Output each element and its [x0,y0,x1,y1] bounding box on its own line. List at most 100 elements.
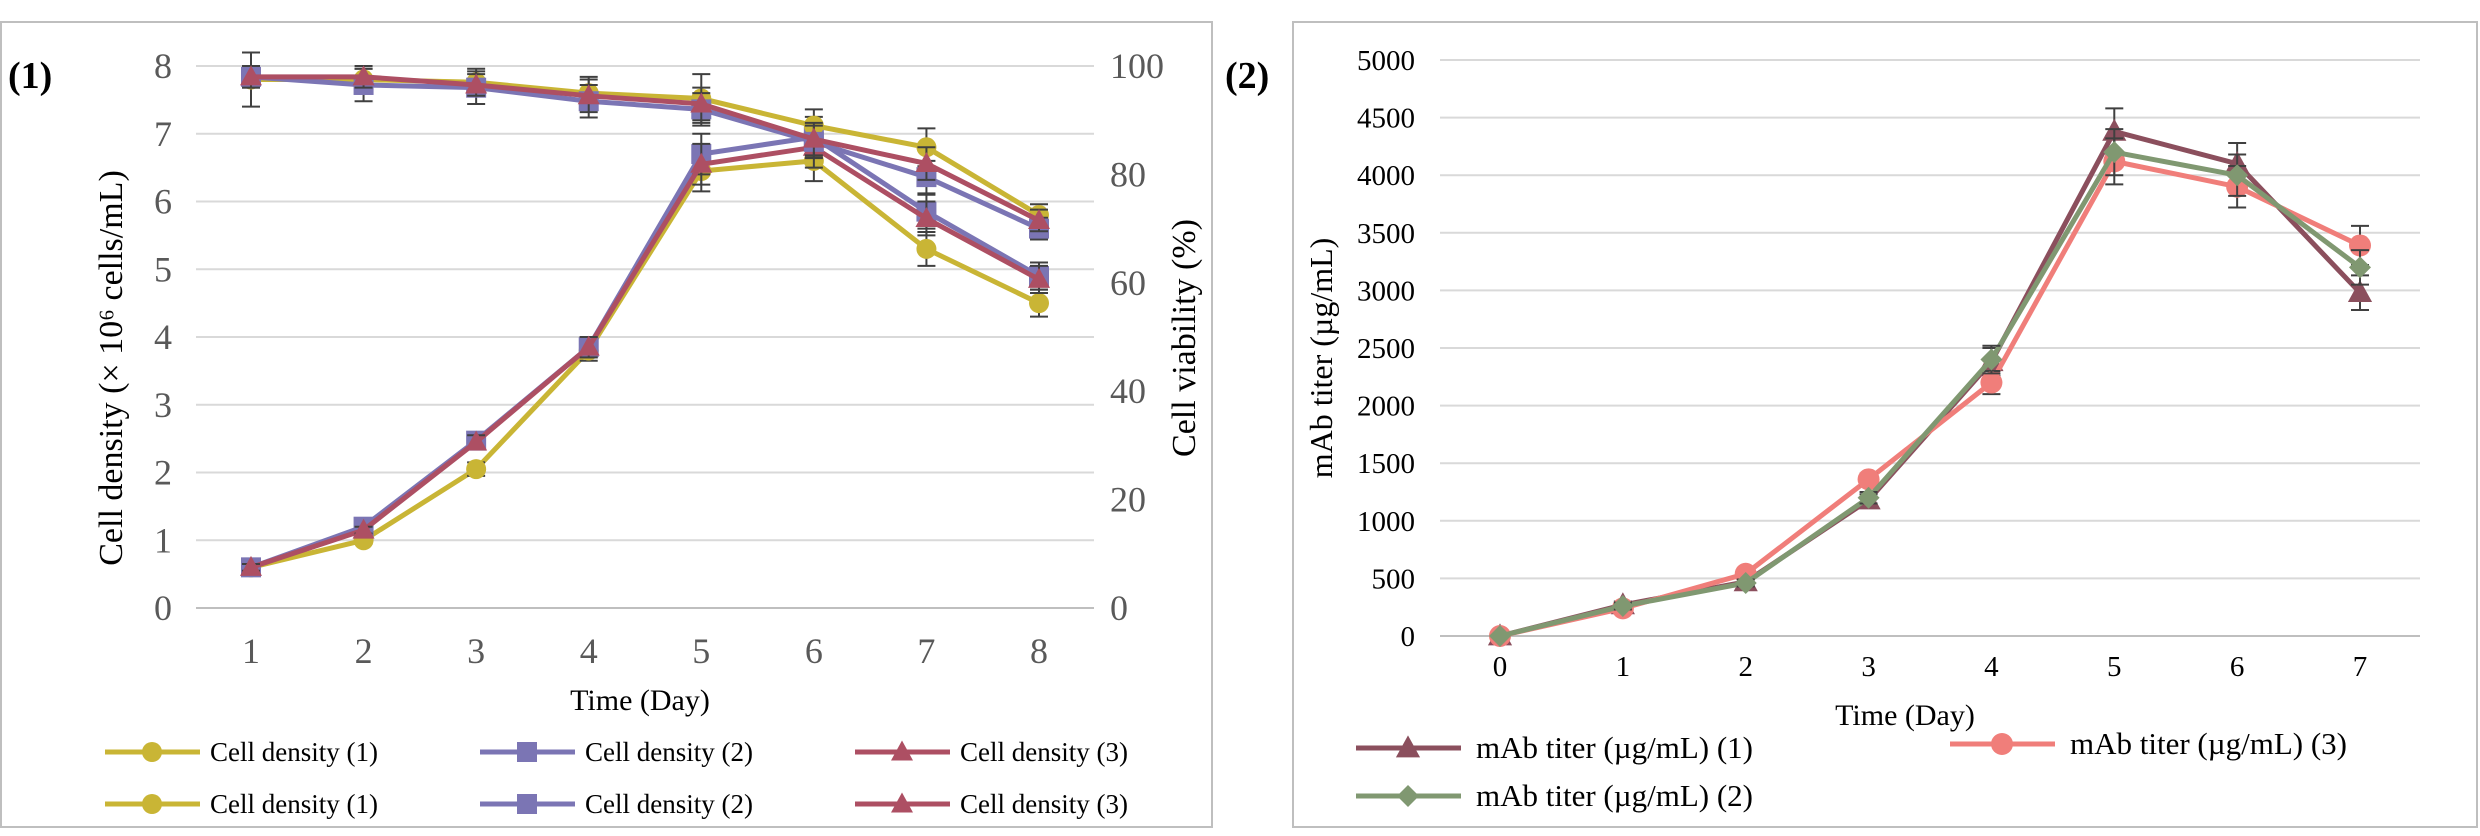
panel1-data-point [352,65,375,86]
panel1-x-tick-label: 3 [467,631,485,671]
panel2-x-tick-label: 3 [1861,651,1876,683]
panel1-y-left-tick-label: 3 [154,385,172,425]
panel2-frame [1292,21,2478,828]
panel1-data-point [690,152,713,173]
panel1-series-6 [240,65,1050,233]
panel1-y-left-tick-label: 2 [154,453,172,493]
panel1-legend-label: Cell density (3) [960,789,1128,819]
panel1-x-tick-label: 4 [580,631,598,671]
panel2-series-line [1499,149,2362,639]
panel2-legend-label: mAb titer (µg/mL) (1) [1476,730,1753,765]
panel2-y-tick-label: 1500 [1357,448,1415,480]
panel2-x-tick-label: 5 [2107,651,2122,683]
panel1-y-axis-right-label: Cell viability (%) [1166,219,1203,457]
panel1-x-tick-label: 2 [355,631,373,671]
panel1-legend-swatch-marker [142,742,162,762]
panel2-x-tick-label: 4 [1984,651,1999,683]
panel2-y-tick-label: 5000 [1357,45,1415,77]
panel2-y-tick-label: 4000 [1357,160,1415,192]
panel1-y-left-tick-label: 0 [154,588,172,628]
panel2-data-point [1611,595,1634,618]
panel1-x-tick-label: 6 [805,631,823,671]
panel1-legend: Cell density (1) Cell density (2) Cell den… [105,737,1128,819]
panel1-y-left-tick-label: 1 [154,520,172,560]
panel2-x-tick-label: 1 [1616,651,1631,683]
panel2-data-point [2226,164,2249,187]
panel1-series-3 [240,125,1050,576]
panel1-legend-swatch-marker [517,794,537,814]
panel1-data-point [915,152,938,173]
panel1-series-line [250,74,1041,231]
panel2-x-axis-label: Time (Day) [1835,699,1975,732]
panel1-x-tick-label: 8 [1030,631,1048,671]
panel2-data-point [2349,256,2371,279]
panel1-y-left-tick-label: 5 [154,249,172,289]
panel2-axes: 0 500 1000 1500 2000 2500 3000 3500 4000 4500 5000… [1357,45,2367,683]
panel2-label: (2) [1225,55,1269,97]
panel2-data-point [1980,348,2003,371]
panel1-data-point [240,65,262,86]
panel1-y-axis-left-label: Cell density (× 10⁶ cells/mL) [93,170,130,566]
panel2-legend: mAb titer (µg/mL) (1) mAb titer (µg/mL) (… [1356,726,2347,813]
panel1-data-point [466,459,487,480]
panel1-data-point [352,518,375,539]
panel2-x-tick-label: 6 [2230,651,2245,683]
panel1-data-point [465,73,488,94]
panel1-y-left-tick-label: 7 [154,114,172,154]
panel1-y-right-tick-label: 20 [1110,480,1146,520]
panel1-legend-label: Cell density (2) [585,789,753,819]
panel1-data-point [577,84,600,105]
panel1-x-tick-label: 5 [692,631,710,671]
panel1-legend-swatch-marker [142,794,162,814]
panel1-y-right-tick-label: 60 [1110,263,1146,303]
panel1-data-point [1029,293,1049,314]
panel2-grid [1440,59,2420,637]
panel1-label: (1) [8,55,52,97]
panel1-legend-label: Cell density (2) [585,737,753,767]
panel1-data-point [915,206,938,227]
panel2-legend-label: mAb titer (µg/mL) (3) [2070,726,2347,761]
panel2-data-point [2103,141,2126,164]
panel2-series [1487,107,2373,647]
panel1-y-left-tick-label: 8 [154,46,172,86]
panel2-legend-swatch-marker [1395,735,1421,758]
panel1-y-right-tick-label: 0 [1110,588,1128,628]
panel1-legend-label: Cell density (1) [210,789,378,819]
panel2-legend-swatch-marker [1397,785,1419,807]
panel2-data-point [1857,468,1880,491]
panel1-y-left-tick-label: 6 [154,182,172,222]
panel2-y-tick-label: 2500 [1357,333,1415,365]
panel1-frame [0,21,1213,828]
panel1-data-point [916,238,937,259]
panel2-legend-label: mAb titer (µg/mL) (2) [1476,778,1753,813]
panel1-x-tick-label: 7 [917,631,935,671]
panel1-x-tick-label: 1 [242,631,260,671]
panel1-series [240,51,1050,578]
panel1-legend-swatch-marker [891,740,913,761]
panel2-y-tick-label: 3500 [1357,218,1415,250]
panel2-legend-swatch-marker [1991,733,2013,755]
panel2-y-tick-label: 2000 [1357,391,1415,423]
panel1-series-line [251,74,1041,223]
panel1-x-axis-label: Time (Day) [570,684,710,717]
panel2-y-tick-label: 4500 [1357,103,1415,135]
panel1-y-right-tick-label: 100 [1110,46,1164,86]
panel1-data-point [1028,267,1050,288]
panel1-y-right-tick-label: 40 [1110,371,1146,411]
panel2-y-tick-label: 1000 [1357,506,1415,538]
panel2-y-tick-label: 0 [1401,621,1416,653]
panel1-data-point [577,335,600,356]
panel2-x-tick-label: 2 [1738,651,1753,683]
panel1-series-line [250,158,1041,570]
panel2-data-point [2347,280,2373,303]
panel2-data-point [1489,625,1511,647]
panel2-data-point [1734,572,1757,595]
panel1-data-point [690,92,713,113]
panel1-y-left-tick-label: 4 [154,317,172,357]
panel2-x-tick-label: 0 [1493,651,1508,683]
panel1-y-right-tick-label: 80 [1110,154,1146,194]
panel2-series-3 [1489,128,2371,647]
panel2-y-tick-label: 500 [1372,563,1416,595]
